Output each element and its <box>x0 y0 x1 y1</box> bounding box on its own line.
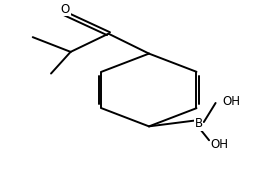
Text: O: O <box>61 3 70 16</box>
Text: OH: OH <box>210 138 228 151</box>
Text: OH: OH <box>222 95 240 108</box>
Text: B: B <box>195 117 203 130</box>
